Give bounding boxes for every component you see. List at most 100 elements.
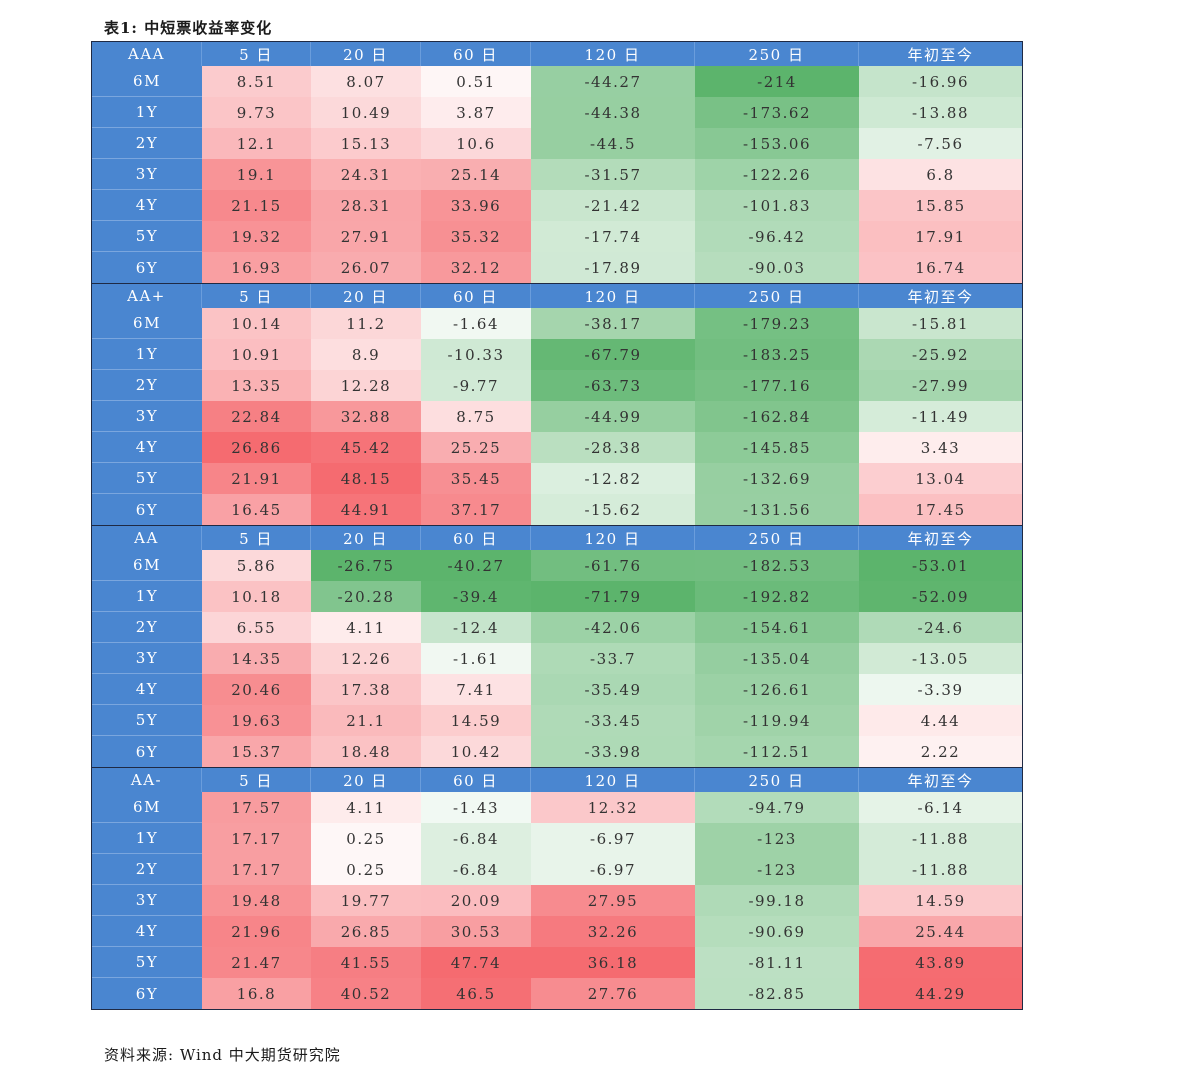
table-row: 2Y 17.17 0.25 -6.84 -6.97 -123 -11.88: [92, 854, 1022, 885]
tenor-label: 3Y: [92, 159, 202, 190]
value-cell: 15.85: [859, 190, 1022, 221]
value-cell: -192.82: [695, 581, 859, 612]
value-cell: 20.09: [421, 885, 531, 916]
value-cell: -44.5: [531, 128, 695, 159]
column-header: 5 日: [202, 284, 311, 308]
value-cell: -1.61: [421, 643, 531, 674]
value-cell: -71.79: [531, 581, 695, 612]
value-cell: 7.41: [421, 674, 531, 705]
value-cell: 14.35: [202, 643, 311, 674]
value-cell: -119.94: [695, 705, 859, 736]
value-cell: 19.77: [311, 885, 421, 916]
value-cell: 27.76: [531, 978, 695, 1009]
value-cell: 10.18: [202, 581, 311, 612]
column-header: 60 日: [421, 42, 531, 66]
tenor-label: 5Y: [92, 221, 202, 252]
value-cell: 16.8: [202, 978, 311, 1009]
value-cell: -1.43: [421, 792, 531, 823]
value-cell: 33.96: [421, 190, 531, 221]
value-cell: -35.49: [531, 674, 695, 705]
value-cell: 21.91: [202, 463, 311, 494]
value-cell: 27.91: [311, 221, 421, 252]
value-cell: 15.37: [202, 736, 311, 767]
tenor-label: 3Y: [92, 643, 202, 674]
value-cell: -6.14: [859, 792, 1022, 823]
value-cell: 17.45: [859, 494, 1022, 525]
value-cell: 21.1: [311, 705, 421, 736]
column-header: 250 日: [695, 768, 859, 792]
value-cell: 22.84: [202, 401, 311, 432]
tenor-label: 1Y: [92, 339, 202, 370]
tenor-label: 6Y: [92, 978, 202, 1009]
value-cell: 4.11: [311, 612, 421, 643]
value-cell: 46.5: [421, 978, 531, 1009]
section-aaa: AAA 5 日 20 日 60 日 120 日 250 日年初至今 6M 8.51 8.07 0.…: [92, 42, 1022, 283]
table-row: 2Y 6.55 4.11 -12.4 -42.06 -154.61 -24.6: [92, 612, 1022, 643]
value-cell: -11.88: [859, 823, 1022, 854]
value-cell: 26.07: [311, 252, 421, 283]
value-cell: -42.06: [531, 612, 695, 643]
tenor-label: 1Y: [92, 581, 202, 612]
value-cell: -39.4: [421, 581, 531, 612]
value-cell: -26.75: [311, 550, 421, 581]
value-cell: 28.31: [311, 190, 421, 221]
value-cell: 35.32: [421, 221, 531, 252]
value-cell: -11.88: [859, 854, 1022, 885]
value-cell: -173.62: [695, 97, 859, 128]
value-cell: -28.38: [531, 432, 695, 463]
value-cell: -33.45: [531, 705, 695, 736]
tenor-label: 4Y: [92, 916, 202, 947]
value-cell: -33.98: [531, 736, 695, 767]
table-title: 表1: 中短票收益率变化: [104, 19, 273, 37]
value-cell: 12.32: [531, 792, 695, 823]
table-row: 1Y 10.91 8.9 -10.33 -67.79 -183.25 -25.92: [92, 339, 1022, 370]
value-cell: -6.84: [421, 823, 531, 854]
tenor-label: 6Y: [92, 252, 202, 283]
value-cell: 16.74: [859, 252, 1022, 283]
column-header: 250 日: [695, 284, 859, 308]
value-cell: 10.14: [202, 308, 311, 339]
value-cell: 37.17: [421, 494, 531, 525]
column-header: 60 日: [421, 768, 531, 792]
value-cell: -61.76: [531, 550, 695, 581]
column-header: 250 日: [695, 42, 859, 66]
table-row: 6M 17.57 4.11 -1.43 12.32 -94.79 -6.14: [92, 792, 1022, 823]
value-cell: -99.18: [695, 885, 859, 916]
value-cell: 10.6: [421, 128, 531, 159]
table-row: 6Y 15.37 18.48 10.42 -33.98 -112.51 2.22: [92, 736, 1022, 767]
column-header: 20 日: [311, 42, 421, 66]
table-row: 5Y 19.63 21.1 14.59 -33.45 -119.94 4.44: [92, 705, 1022, 736]
value-cell: -162.84: [695, 401, 859, 432]
value-cell: 17.17: [202, 854, 311, 885]
value-cell: -20.28: [311, 581, 421, 612]
column-header: 120 日: [531, 284, 695, 308]
value-cell: 25.44: [859, 916, 1022, 947]
tenor-label: 6M: [92, 792, 202, 823]
value-cell: -177.16: [695, 370, 859, 401]
value-cell: -123: [695, 823, 859, 854]
value-cell: 13.35: [202, 370, 311, 401]
column-header: 120 日: [531, 526, 695, 550]
tenor-label: 5Y: [92, 947, 202, 978]
value-cell: 8.07: [311, 66, 421, 97]
column-header: 120 日: [531, 42, 695, 66]
tenor-label: 3Y: [92, 401, 202, 432]
section-aaplus: AA+ 5 日 20 日 60 日 120 日 250 日年初至今 6M 10.14 11.2-…: [92, 283, 1022, 525]
value-cell: -12.4: [421, 612, 531, 643]
value-cell: 19.48: [202, 885, 311, 916]
tenor-label: 2Y: [92, 854, 202, 885]
value-cell: 41.55: [311, 947, 421, 978]
value-cell: -90.69: [695, 916, 859, 947]
value-cell: -12.82: [531, 463, 695, 494]
tenor-label: 6Y: [92, 494, 202, 525]
value-cell: 8.51: [202, 66, 311, 97]
section-aaminus: AA- 5 日 20 日 60 日 120 日 250 日年初至今 6M 17.57 4.11-…: [92, 767, 1022, 1009]
value-cell: 11.2: [311, 308, 421, 339]
value-cell: -94.79: [695, 792, 859, 823]
table-row: 6M 5.86 -26.75 -40.27 -61.76 -182.53 -53.01: [92, 550, 1022, 581]
yield-change-table: AAA 5 日 20 日 60 日 120 日 250 日年初至今 6M 8.51 8.07 0.…: [91, 41, 1023, 1010]
value-cell: 26.85: [311, 916, 421, 947]
value-cell: 17.91: [859, 221, 1022, 252]
value-cell: 4.44: [859, 705, 1022, 736]
source-note: 资料来源: Wind 中大期货研究院: [104, 1046, 341, 1064]
